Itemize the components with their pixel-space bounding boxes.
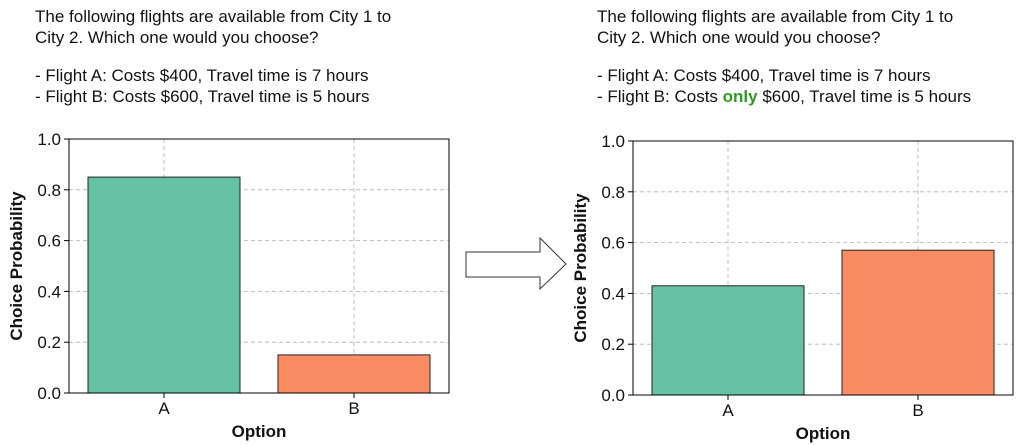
y-axis-title: Choice Probability xyxy=(571,193,590,343)
x-tick-label: A xyxy=(722,401,734,420)
y-tick-label: 0.6 xyxy=(37,232,61,251)
y-tick-label: 0.4 xyxy=(601,284,625,303)
flight-b-description: - Flight B: Costs only $600, Travel time… xyxy=(597,86,971,107)
y-tick-label: 0.4 xyxy=(37,282,61,301)
question-text-right: The following flights are available from… xyxy=(597,6,971,107)
x-tick-label: A xyxy=(158,399,170,418)
flight-b-text-post: $600, Travel time is 5 hours xyxy=(757,87,972,106)
y-tick-label: 0.2 xyxy=(601,335,625,354)
flight-a-description: - Flight A: Costs $400, Travel time is 7… xyxy=(35,66,369,85)
flight-b-text-pre: - Flight B: Costs xyxy=(597,87,723,106)
flight-a-description: - Flight A: Costs $400, Travel time is 7… xyxy=(597,66,931,85)
x-axis-title: Option xyxy=(796,424,851,443)
y-tick-label: 1.0 xyxy=(37,130,61,149)
x-tick-label: B xyxy=(348,399,359,418)
y-tick-label: 0.0 xyxy=(37,384,61,403)
bar-b xyxy=(841,249,995,396)
y-tick-label: 0.6 xyxy=(601,234,625,253)
y-axis-title: Choice Probability xyxy=(7,191,26,341)
bar-a xyxy=(87,176,241,394)
y-tick-label: 0.8 xyxy=(37,181,61,200)
question-text-left: The following flights are available from… xyxy=(35,6,391,107)
plot-frame xyxy=(68,138,450,394)
plot-frame xyxy=(632,140,1014,396)
y-tick-label: 0.0 xyxy=(601,386,625,405)
question-line-1: The following flights are available from… xyxy=(35,7,392,26)
y-tick-label: 0.8 xyxy=(601,183,625,202)
bar-a xyxy=(651,285,805,396)
y-tick-label: 0.2 xyxy=(37,333,61,352)
x-axis-title: Option xyxy=(232,422,287,441)
bar-b xyxy=(277,354,431,394)
question-line-1: The following flights are available from… xyxy=(597,7,954,26)
y-tick-label: 1.0 xyxy=(601,132,625,151)
right-arrow-icon xyxy=(465,236,567,291)
flight-b-description: - Flight B: Costs $600, Travel time is 5… xyxy=(35,87,370,106)
question-line-2: City 2. Which one would you choose? xyxy=(35,28,319,47)
x-tick-label: B xyxy=(912,401,923,420)
chart-left: 0.0 0.2 0.4 0.6 0.8 1.0 A B Option Choice Probabi… xyxy=(7,130,450,441)
chart-right: 0.0 0.2 0.4 0.6 0.8 1.0 A B Option Choice Probabi… xyxy=(571,132,1014,443)
highlight-word: only xyxy=(722,87,758,106)
question-line-2: City 2. Which one would you choose? xyxy=(597,28,881,47)
